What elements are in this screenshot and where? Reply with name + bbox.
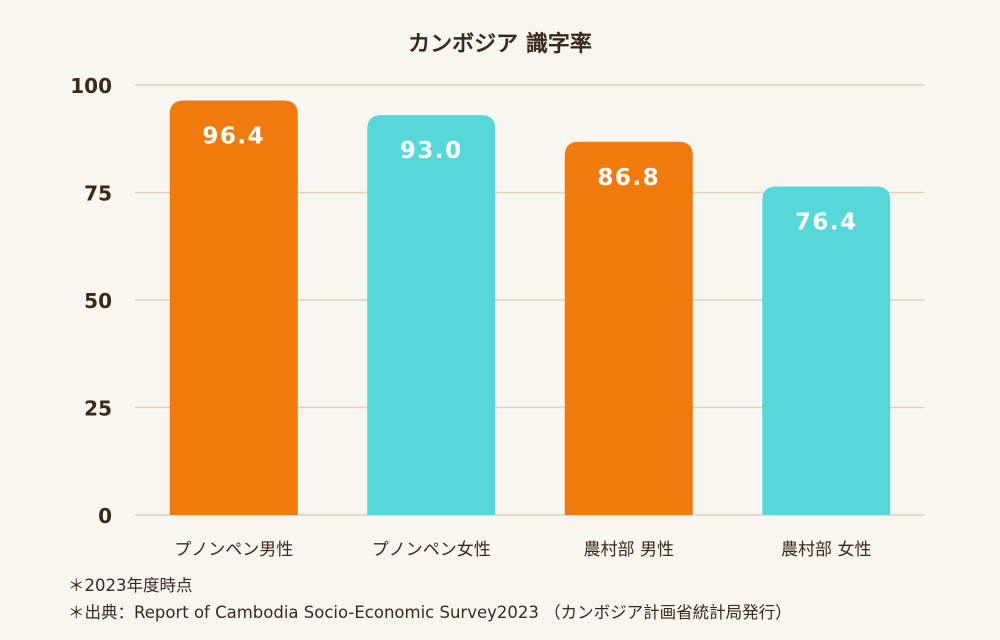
bar-value-label: 96.4 xyxy=(202,123,265,149)
bar-value-label: 93.0 xyxy=(400,138,463,164)
x-category-label: 農村部 男性 xyxy=(584,540,674,560)
bar xyxy=(564,141,693,515)
x-axis-labels: プノンペン男性 プノンペン女性 農村部 男性 農村部 女性 xyxy=(174,540,871,560)
footnote-source: ＊出典：Report of Cambodia Socio-Economic Su… xyxy=(68,603,792,622)
y-tick-label: 75 xyxy=(84,182,112,206)
bar xyxy=(367,115,496,515)
y-axis-ticks: 0 25 50 75 100 xyxy=(70,74,112,528)
x-category-label: プノンペン女性 xyxy=(372,540,491,560)
bar-value-label: 86.8 xyxy=(597,165,660,191)
footnotes: ＊2023年度時点 ＊出典：Report of Cambodia Socio-E… xyxy=(68,572,792,626)
chart-title: カンボジア 識字率 xyxy=(408,32,592,57)
bars xyxy=(169,100,891,516)
bar xyxy=(169,100,298,515)
x-category-label: 農村部 女性 xyxy=(781,540,871,560)
y-tick-label: 100 xyxy=(70,74,112,98)
y-tick-label: 25 xyxy=(84,397,112,421)
value-labels: 96.4 93.0 86.8 76.4 xyxy=(202,123,858,235)
y-tick-label: 50 xyxy=(84,289,112,313)
bar xyxy=(762,186,891,516)
bar-value-label: 76.4 xyxy=(795,209,858,235)
y-tick-label: 0 xyxy=(98,504,112,528)
footnote-date: ＊2023年度時点 xyxy=(68,576,193,595)
x-category-label: プノンペン男性 xyxy=(174,540,293,560)
